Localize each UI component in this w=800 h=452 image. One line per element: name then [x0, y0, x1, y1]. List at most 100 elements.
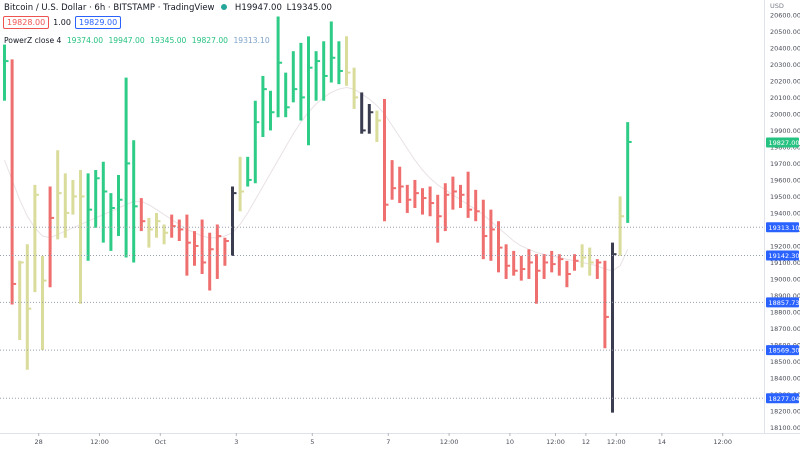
- x-tick-label: 28: [35, 438, 43, 446]
- price-marker-label: 18857.73: [769, 299, 800, 307]
- ohlc-bar: [588, 247, 594, 276]
- x-tick-label: 7: [386, 438, 390, 446]
- ohlc-bar: [307, 36, 313, 146]
- ohlc-bar: [223, 237, 229, 266]
- y-tick-label: 20000.00: [770, 110, 800, 118]
- time-axis-layer[interactable]: 28 12:00 Oct 3 5 7 12:00 10 12:00 12 12:00 14 12:00: [0, 433, 800, 446]
- indicator-name[interactable]: PowerZ close 4: [4, 36, 62, 45]
- ohlc-bar: [557, 254, 564, 276]
- x-tick-label: 5: [310, 438, 314, 446]
- ohlc-bar: [352, 67, 359, 109]
- y-tick-label: 19700.00: [770, 160, 800, 168]
- ohlc-bar: [459, 184, 465, 208]
- marker-line-layer: [0, 226, 764, 399]
- ohlc-bar: [443, 183, 450, 232]
- buy-price-button[interactable]: 19829.00: [74, 16, 122, 29]
- ohlc-bar: [200, 219, 207, 275]
- ohlc-bar: [215, 224, 222, 279]
- y-tick-label: 18100.00: [770, 424, 800, 432]
- ohlc-bar: [489, 209, 495, 261]
- ohlc-bar: [177, 219, 184, 241]
- ohlc-bar: [18, 260, 24, 341]
- ohlc-bar: [63, 173, 70, 238]
- ohlc-bar: [261, 75, 267, 138]
- ohlc-bar: [291, 51, 298, 103]
- y-tick-label: 20600.00: [770, 11, 800, 19]
- ohlc-bar: [573, 254, 579, 271]
- ohlc-bar: [71, 179, 77, 215]
- ohlc-bar: [398, 166, 404, 204]
- y-tick-label: 19200.00: [770, 242, 800, 250]
- ohlc-bar: [413, 179, 419, 208]
- price-marker-label: 19313.10: [769, 224, 800, 232]
- chart-header: Bitcoin / U.S. Dollar · 6h · BITSTAMP · …: [4, 3, 332, 13]
- ohlc-bar: [79, 170, 85, 304]
- y-tick-label: 19500.00: [770, 193, 800, 201]
- x-tick-label: 12:00: [546, 438, 565, 446]
- x-tick-label: 12:00: [713, 438, 732, 446]
- y-tick-label: 20300.00: [770, 61, 800, 69]
- y-tick-label: 19000.00: [770, 275, 800, 283]
- low-value: L19345.00: [286, 3, 332, 13]
- ohlc-bar: [626, 122, 632, 223]
- ohlc-bar: [86, 173, 93, 261]
- ohlc-bar: [603, 260, 609, 349]
- price-marker-tag: [766, 297, 799, 308]
- price-marker-tag: [766, 222, 799, 233]
- y-tick-label: 18200.00: [770, 408, 800, 416]
- y-tick-label: 19600.00: [770, 176, 800, 184]
- ohlc-bar: [269, 90, 275, 131]
- y-tick-label: 20400.00: [770, 44, 800, 52]
- price-marker-tag: [766, 250, 799, 261]
- y-tick-label: 18700.00: [770, 325, 800, 333]
- ohlc-bar: [231, 186, 237, 256]
- order-price-row: 19828.00 1.00 19829.00: [3, 16, 122, 29]
- bars-layer: [3, 16, 632, 413]
- ohlc-bar: [329, 21, 336, 83]
- currency-label: USD: [770, 2, 784, 10]
- price-marker-tag: [766, 137, 799, 148]
- x-tick-label: 12:00: [607, 438, 626, 446]
- ohlc-bar: [3, 44, 9, 101]
- x-tick-label: Oct: [155, 438, 167, 446]
- x-tick-label: 12: [582, 438, 590, 446]
- y-tick-label: 20500.00: [770, 28, 800, 36]
- y-tick-label: 19100.00: [770, 259, 800, 267]
- ohlc-bar: [117, 174, 123, 237]
- ohlc-bar: [25, 244, 32, 370]
- ohlc-bar: [481, 199, 488, 260]
- ohlc-bar: [345, 36, 351, 86]
- sell-price-button[interactable]: 19828.00: [3, 16, 50, 29]
- ohlc-bar: [33, 184, 39, 293]
- ohlc-bar: [360, 92, 366, 134]
- ohlc-bar: [253, 100, 260, 184]
- y-tick-label: 20100.00: [770, 94, 800, 102]
- ohlc-bar: [405, 184, 412, 213]
- ohlc-bar: [10, 59, 17, 305]
- ohlc-bar: [246, 156, 252, 187]
- ohlc-bar: [383, 99, 389, 222]
- indicator-legend[interactable]: PowerZ close 4 19374.00 19947.00 19345.0…: [4, 36, 270, 45]
- ohlc-bar: [94, 170, 100, 228]
- high-value: H19947.00: [234, 3, 282, 13]
- ohlc-bar: [155, 212, 161, 238]
- market-status-icon: [221, 4, 228, 10]
- ohlc-bar: [284, 72, 290, 118]
- y-tick-label: 18400.00: [770, 375, 800, 383]
- ohlc-bar: [497, 221, 503, 273]
- symbol-title[interactable]: Bitcoin / U.S. Dollar · 6h · BITSTAMP · …: [4, 3, 215, 13]
- indicator-high: 19947.00: [108, 36, 145, 45]
- ohlc-bar: [276, 16, 283, 118]
- ohlc-bar: [322, 41, 328, 101]
- ohlc-bar: [390, 160, 397, 200]
- ohlc-bar: [519, 255, 526, 281]
- ohlc-bar: [466, 171, 473, 218]
- y-tick-label: 18500.00: [770, 358, 800, 366]
- price-marker-tag: [766, 345, 799, 356]
- indicator-close: 19827.00: [191, 36, 229, 45]
- price-marker-label: 19827.00: [769, 139, 800, 147]
- ohlc-bar: [421, 188, 427, 215]
- price-marker-tag: [766, 393, 799, 404]
